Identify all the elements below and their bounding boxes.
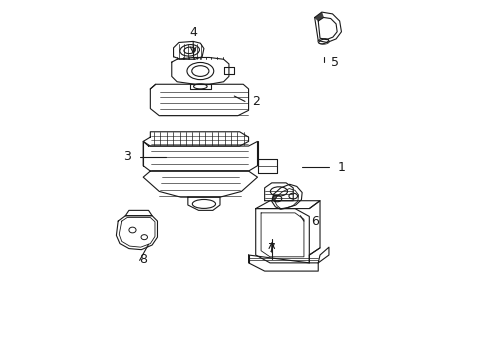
Text: 4: 4 — [189, 26, 197, 39]
Text: 8: 8 — [139, 253, 147, 266]
Text: 1: 1 — [338, 161, 346, 174]
Text: 2: 2 — [252, 95, 260, 108]
Text: 5: 5 — [331, 55, 339, 69]
Text: 6: 6 — [311, 215, 319, 228]
Text: 3: 3 — [123, 150, 131, 163]
Text: 7: 7 — [268, 242, 276, 255]
